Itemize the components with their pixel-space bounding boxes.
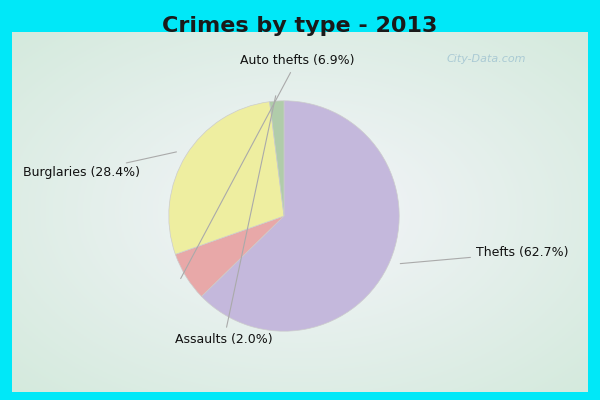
Wedge shape xyxy=(169,102,284,254)
Text: Burglaries (28.4%): Burglaries (28.4%) xyxy=(23,152,176,179)
Text: Crimes by type - 2013: Crimes by type - 2013 xyxy=(163,16,437,36)
Wedge shape xyxy=(269,101,284,216)
Text: Auto thefts (6.9%): Auto thefts (6.9%) xyxy=(181,54,354,278)
Wedge shape xyxy=(175,216,284,296)
Text: Assaults (2.0%): Assaults (2.0%) xyxy=(175,96,275,346)
Wedge shape xyxy=(202,101,399,331)
Text: Thefts (62.7%): Thefts (62.7%) xyxy=(400,246,569,264)
Text: City-Data.com: City-Data.com xyxy=(446,54,526,64)
